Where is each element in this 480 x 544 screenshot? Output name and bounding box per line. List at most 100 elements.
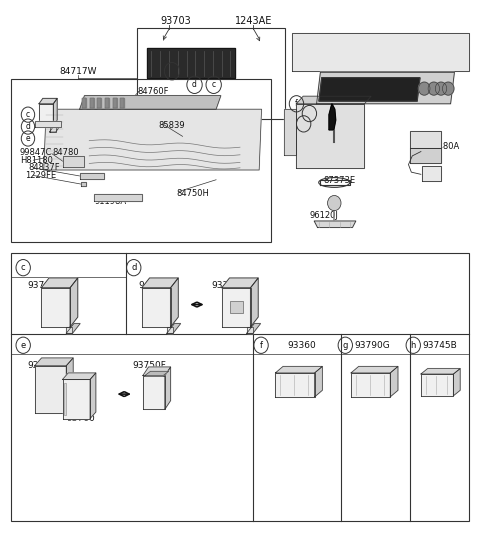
Text: g: g <box>307 109 312 118</box>
Polygon shape <box>113 98 117 108</box>
Polygon shape <box>39 104 53 126</box>
Text: d: d <box>25 122 30 131</box>
Text: 96120J: 96120J <box>310 211 338 220</box>
Polygon shape <box>66 358 73 413</box>
Polygon shape <box>41 288 70 327</box>
Text: e: e <box>21 341 26 350</box>
Polygon shape <box>222 278 258 288</box>
Bar <box>11 253 469 521</box>
Polygon shape <box>410 131 441 149</box>
Text: 93703: 93703 <box>160 16 191 26</box>
Circle shape <box>443 82 454 95</box>
Polygon shape <box>80 173 104 178</box>
Text: h: h <box>410 341 416 350</box>
Polygon shape <box>142 288 170 327</box>
Text: 84717W: 84717W <box>60 67 97 76</box>
Text: d: d <box>131 263 136 272</box>
Polygon shape <box>251 278 258 327</box>
Text: 99847C: 99847C <box>20 148 52 157</box>
Polygon shape <box>66 324 80 333</box>
Text: 84750H: 84750H <box>176 189 209 198</box>
Polygon shape <box>170 278 178 327</box>
Text: 93740D: 93740D <box>27 281 63 289</box>
Text: f: f <box>260 341 263 350</box>
Text: 85839: 85839 <box>158 121 185 130</box>
Text: 91198A: 91198A <box>94 197 126 206</box>
Polygon shape <box>105 98 109 108</box>
Polygon shape <box>35 358 73 366</box>
Polygon shape <box>80 96 221 109</box>
Polygon shape <box>143 376 165 409</box>
Polygon shape <box>142 278 178 288</box>
Text: 84760F: 84760F <box>137 88 168 96</box>
Circle shape <box>327 195 341 211</box>
Polygon shape <box>66 327 72 333</box>
Text: d: d <box>192 81 197 89</box>
Polygon shape <box>94 194 142 201</box>
Polygon shape <box>35 366 66 413</box>
Text: c: c <box>21 263 25 272</box>
Bar <box>137 28 286 119</box>
Text: 93750F: 93750F <box>132 361 166 370</box>
Polygon shape <box>97 98 101 108</box>
Polygon shape <box>329 104 336 130</box>
Polygon shape <box>90 98 94 108</box>
Polygon shape <box>39 98 57 104</box>
Polygon shape <box>292 33 469 71</box>
Polygon shape <box>222 288 251 327</box>
Text: i: i <box>171 67 173 76</box>
Polygon shape <box>147 48 235 78</box>
Polygon shape <box>63 156 84 166</box>
Text: 93360: 93360 <box>287 341 316 350</box>
Text: c: c <box>212 81 216 89</box>
Text: 93790G: 93790G <box>355 341 391 350</box>
Polygon shape <box>319 78 420 101</box>
Polygon shape <box>314 221 356 227</box>
Bar <box>64 382 66 415</box>
Polygon shape <box>62 379 90 418</box>
Text: f: f <box>295 100 298 108</box>
Polygon shape <box>81 182 86 186</box>
Polygon shape <box>390 367 398 397</box>
Text: h: h <box>301 119 306 128</box>
Text: 96480A: 96480A <box>428 141 460 151</box>
Polygon shape <box>454 369 460 395</box>
Text: 94900B: 94900B <box>138 281 173 289</box>
Polygon shape <box>422 166 441 181</box>
Circle shape <box>435 82 447 95</box>
Text: 87373E: 87373E <box>324 176 356 186</box>
Polygon shape <box>421 369 460 374</box>
Bar <box>11 79 271 242</box>
Polygon shape <box>53 98 57 126</box>
Polygon shape <box>284 109 297 155</box>
Polygon shape <box>351 373 390 397</box>
Polygon shape <box>120 98 124 108</box>
Polygon shape <box>297 96 371 104</box>
Polygon shape <box>35 121 60 127</box>
Text: H81180: H81180 <box>20 156 53 165</box>
Text: 84780: 84780 <box>52 148 79 157</box>
Circle shape <box>419 82 430 95</box>
Polygon shape <box>167 324 180 333</box>
Text: e: e <box>25 134 30 143</box>
Polygon shape <box>276 373 315 397</box>
Polygon shape <box>82 98 86 108</box>
Polygon shape <box>247 327 253 333</box>
Text: 93330A: 93330A <box>211 281 246 289</box>
Polygon shape <box>165 367 170 409</box>
Text: c: c <box>26 110 30 119</box>
Text: 84837F: 84837F <box>28 163 60 172</box>
Polygon shape <box>62 373 96 379</box>
Polygon shape <box>167 327 173 333</box>
Polygon shape <box>315 367 323 397</box>
Polygon shape <box>421 374 454 395</box>
Polygon shape <box>297 104 364 168</box>
Polygon shape <box>41 278 78 288</box>
Polygon shape <box>410 149 441 164</box>
Polygon shape <box>44 109 262 170</box>
Polygon shape <box>351 367 398 373</box>
Polygon shape <box>276 367 323 373</box>
Polygon shape <box>145 372 168 376</box>
Polygon shape <box>49 127 60 132</box>
Text: 92262: 92262 <box>28 361 56 370</box>
